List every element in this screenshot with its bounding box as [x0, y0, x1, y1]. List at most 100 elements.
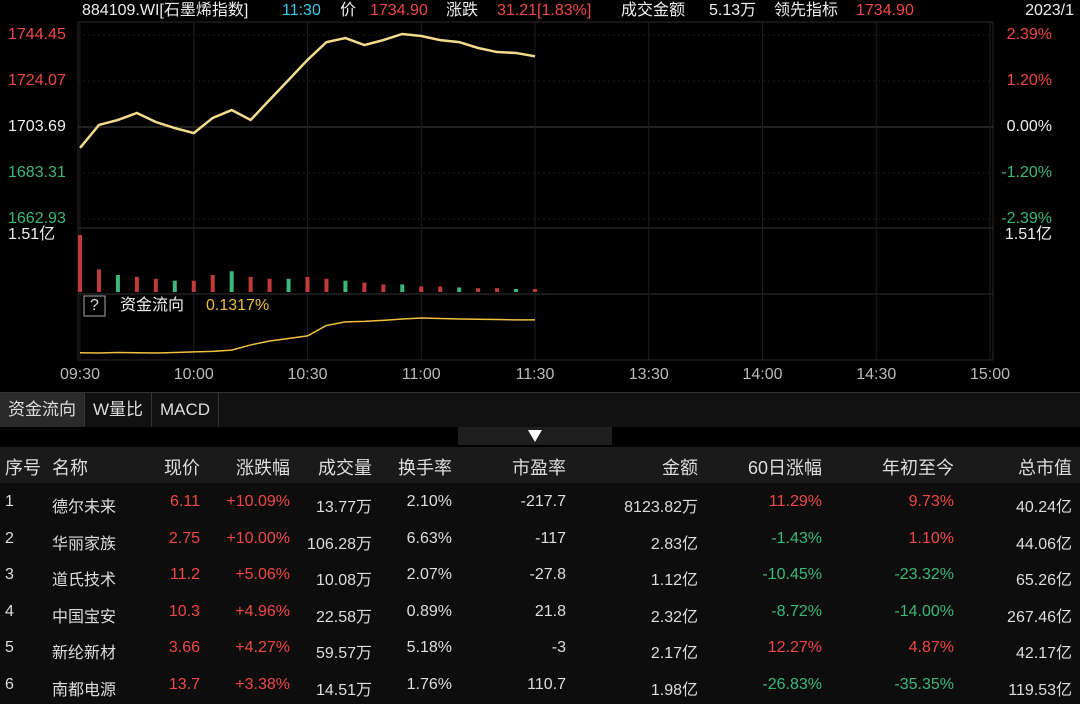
cell: 13.77万 — [315, 499, 372, 516]
cell: 2.83亿 — [650, 535, 698, 553]
volume-bar — [286, 278, 291, 292]
tab[interactable]: MACD — [152, 393, 220, 427]
help-box[interactable] — [83, 295, 106, 317]
volume-bar — [533, 288, 537, 292]
column-header: 总市值 — [1018, 458, 1072, 478]
volume-bar — [267, 278, 272, 292]
cell: 1.76% — [406, 675, 452, 693]
cell: 5 — [5, 639, 14, 656]
cell: 4 — [5, 602, 14, 620]
cell: +4.27% — [235, 639, 290, 656]
x-tick-label: 11:00 — [402, 366, 441, 383]
volume-bar — [96, 269, 101, 292]
column-header: 年初至今 — [882, 458, 954, 478]
cell: 南都电源 — [52, 681, 117, 699]
date: 2023/1 — [1025, 2, 1074, 19]
cell: 14.51万 — [315, 681, 372, 699]
cell: 10.3 — [168, 602, 200, 620]
help[interactable]: ? — [90, 297, 99, 314]
tab[interactable]: 资金流向 — [0, 393, 85, 427]
volume-bar — [476, 288, 481, 292]
cell: 3 — [5, 566, 14, 583]
cell: -8.72% — [771, 602, 822, 620]
cell: -10.45% — [762, 566, 822, 583]
volume-bar — [438, 286, 443, 292]
cell: 44.06亿 — [1015, 535, 1072, 553]
cell: 中国宝安 — [52, 608, 117, 626]
column-header: 金额 — [662, 458, 698, 478]
cell: 6 — [5, 675, 14, 693]
column-header: 成交量 — [318, 458, 372, 478]
cell: 65.26亿 — [1015, 572, 1072, 589]
volume-bar — [495, 288, 500, 292]
column-header: 60日涨幅 — [747, 458, 822, 478]
volume-bar — [191, 280, 196, 292]
code: 884109.WI[石墨烯指数] — [82, 1, 248, 19]
cell: 道氏技术 — [52, 572, 117, 589]
cell: +4.96% — [235, 602, 290, 620]
cell: 2.10% — [406, 493, 452, 510]
cell: 6.11 — [170, 493, 200, 510]
y-tick-label: 1703.69 — [8, 118, 66, 135]
pct-tick-label: 2.39% — [1007, 26, 1052, 43]
volume-bar — [210, 275, 215, 292]
cell: -26.83% — [762, 675, 822, 693]
cell: +3.38% — [235, 675, 290, 693]
volume-bar — [457, 287, 462, 292]
cell: +5.06% — [235, 566, 290, 583]
cell: 13.7 — [168, 675, 200, 693]
column-header: 现价 — [164, 458, 200, 478]
cell: 4.87% — [908, 639, 954, 656]
cell: 12.27% — [767, 639, 822, 656]
volume-bar — [400, 284, 405, 292]
cell: 2.17亿 — [650, 645, 698, 662]
cell: +10.09% — [226, 493, 290, 510]
cell: 11.2 — [170, 566, 200, 583]
toggle-arrow[interactable] — [527, 429, 543, 443]
cell: +10.00% — [226, 529, 290, 547]
cell: -1.43% — [771, 529, 822, 547]
y-tick-label: 1683.31 — [8, 164, 66, 181]
cell: 106.28万 — [307, 535, 372, 553]
cell: 1 — [5, 493, 14, 510]
cell: -35.35% — [894, 675, 954, 693]
price: 1734.90 — [370, 2, 428, 19]
volume-bar — [362, 282, 367, 292]
flow-value: 0.1317% — [206, 297, 269, 314]
label: 涨跌 — [446, 1, 478, 19]
lead: 1734.90 — [856, 2, 914, 19]
label: 成交金额 — [621, 1, 685, 19]
cell: 40.24亿 — [1015, 499, 1072, 516]
pct-tick-label: 1.20% — [1007, 72, 1052, 89]
x-tick-label: 11:30 — [516, 366, 555, 383]
cell: -117 — [535, 529, 566, 547]
cell: -14.00% — [894, 602, 954, 620]
pct-tick-label: -1.20% — [1001, 164, 1052, 181]
column-header: 换手率 — [398, 458, 452, 478]
cell: 21.8 — [534, 602, 566, 620]
label: 领先指标 — [774, 1, 838, 19]
x-tick-label: 14:30 — [856, 366, 896, 383]
cell: 22.58万 — [315, 608, 372, 626]
cell: 267.46亿 — [1007, 608, 1072, 626]
x-tick-label: 13:30 — [629, 366, 669, 383]
x-tick-label: 10:00 — [174, 366, 214, 383]
y-tick-label: 1744.45 — [8, 26, 66, 43]
cell: 110.7 — [527, 675, 566, 693]
stock-table: 序号 名称 现价 涨跌幅 成交量 换手率 市盈率 金额 60日涨幅 年初至今 总市值 1 德尔未来 6.1… — [0, 447, 1080, 704]
header: 884109.WI[石墨烯指数] 11:30 价 1734.90 涨跌 31.2… — [82, 1, 1074, 19]
column-header: 涨跌幅 — [236, 458, 290, 478]
cell: 119.53亿 — [1008, 681, 1072, 699]
cell: 2 — [5, 529, 14, 547]
flow-label: 资金流向 — [120, 296, 184, 314]
tab[interactable]: W量比 — [85, 393, 153, 427]
cell: 5.18% — [406, 639, 452, 656]
time: 11:30 — [282, 2, 321, 19]
x-tick-label: 09:30 — [60, 366, 100, 383]
column-header: 市盈率 — [512, 458, 566, 478]
volume-bar — [419, 286, 424, 292]
cell: 59.57万 — [315, 645, 372, 662]
cell: -23.32% — [894, 566, 954, 583]
cell: 1.12亿 — [650, 572, 698, 589]
cell: 2.07% — [406, 566, 452, 583]
